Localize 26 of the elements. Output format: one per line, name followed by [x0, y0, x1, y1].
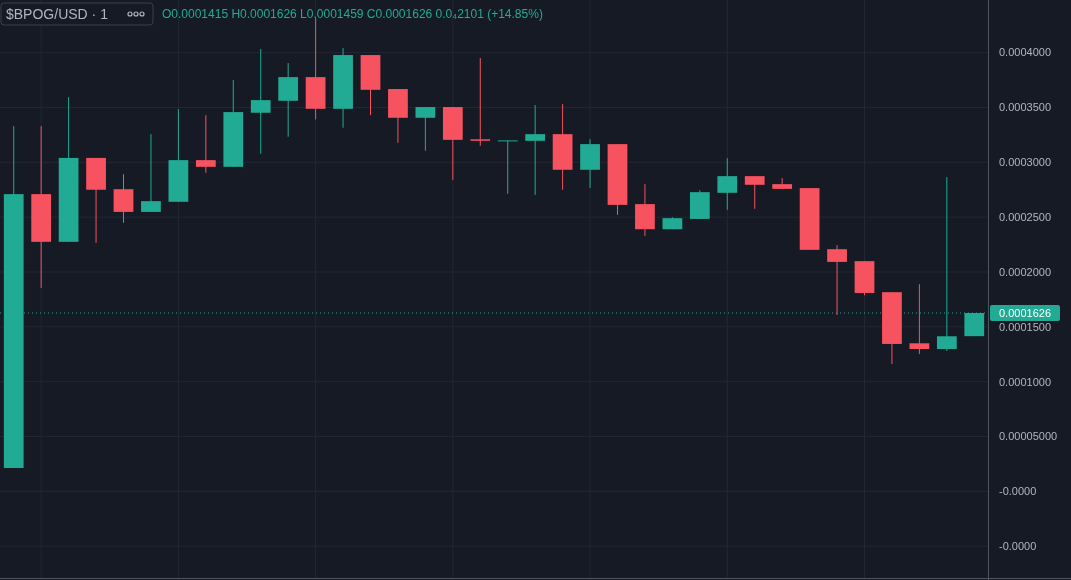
y-tick-label: 0.0002000: [999, 265, 1051, 278]
candlestick: [278, 62, 299, 138]
candlestick: [250, 48, 271, 155]
candlestick: [827, 244, 847, 316]
y-tick-label: 0.0001000: [999, 375, 1051, 388]
candlestick: [497, 139, 518, 195]
ref-line-label: 0.0001626: [999, 306, 1051, 319]
chart-title: $BPOG/USD · 1: [6, 6, 109, 22]
y-tick-label: 0.00005000: [999, 430, 1058, 443]
candlestick: [141, 133, 161, 213]
y-tick-label: -0.0000: [999, 485, 1037, 498]
candlestick: [717, 157, 738, 211]
y-tick-label: -0.0000: [999, 540, 1037, 553]
annotation: O0.0001415 H0.0001626 L0.0001459 C0.0001626 0.0₄2101 (+14.85%): [162, 7, 543, 21]
candlestick: [113, 173, 134, 224]
candlestick: [415, 106, 436, 152]
y-tick-label: 0.0001500: [999, 320, 1051, 333]
y-tick-label: 0.0004000: [999, 46, 1051, 59]
candlestick: [909, 283, 930, 355]
candlestick: [470, 57, 491, 147]
y-tick-label: 0.0003500: [999, 101, 1051, 114]
y-tick-label: 0.0002500: [999, 211, 1051, 224]
candlestick: [195, 114, 216, 174]
candlestick: [525, 104, 546, 196]
candlestick: [744, 175, 765, 210]
y-tick-label: 0.0003000: [999, 156, 1051, 169]
